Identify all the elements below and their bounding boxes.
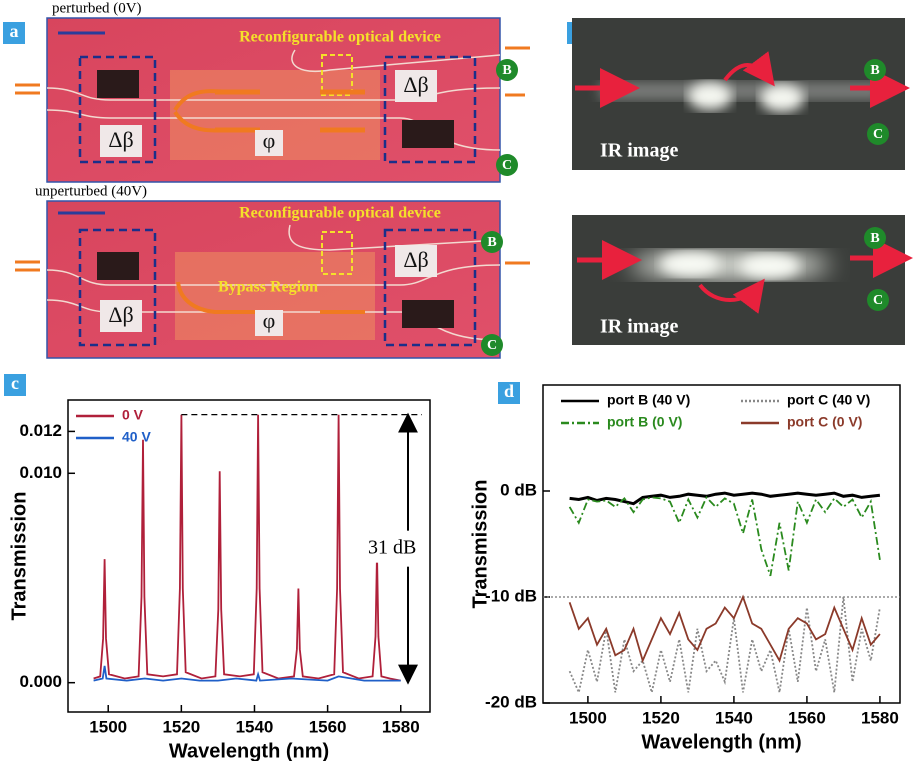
x-tick-label: 1560 [309,717,347,736]
image-label: IR image [600,316,678,338]
port-label: B [870,231,879,246]
series-line [93,665,401,682]
legend-label: 0 V [122,407,144,423]
legend-label: port C (40 V) [787,392,870,408]
panel-label-box [3,22,25,44]
panel-label: d [504,381,514,401]
ir-image-top: IR image B C [572,18,910,170]
x-tick-label: 1520 [162,717,200,736]
x-axis-label: Wavelength (nm) [641,731,801,753]
x-tick-label: 1580 [861,708,899,727]
x-tick-label: 1520 [642,708,680,727]
legend-label: 40 V [122,429,151,445]
delta-beta: Δβ [403,72,428,97]
x-tick-label: 1500 [569,708,607,727]
port-label: C [502,158,512,173]
panel-label: c [11,373,19,393]
series-line [93,414,401,682]
legend-label: port B (0 V) [607,414,682,430]
series-line [568,594,881,664]
port-label: C [873,293,883,308]
y-tick-label: -20 dB [485,692,537,711]
port-label: B [502,63,511,78]
bypass-label: Bypass Region [218,279,318,296]
y-tick-label: 0.010 [19,463,62,482]
legend-label: port C (0 V) [787,414,862,430]
y-axis-label: Transmission [469,480,491,609]
annotation: 31 dB [368,536,416,558]
port-label: B [487,235,496,250]
legend-label: port B (40 V) [607,392,690,408]
port-label: C [873,127,883,142]
y-tick-label: 0.000 [19,672,62,691]
port-label: C [487,338,497,353]
delta-beta: Δβ [403,247,428,272]
image-label: IR image [600,140,678,162]
annotation-bg [366,534,414,563]
plot-frame [542,384,901,704]
series-line [568,596,881,696]
panel-label: a [10,21,19,41]
phase: φ [263,308,276,333]
panel-label-box [4,374,26,396]
y-tick-label: -10 dB [485,586,537,605]
y-axis-label: Transmission [8,492,30,621]
x-axis-label: Wavelength (nm) [169,740,329,761]
plot-frame [67,399,431,713]
port-label: B [870,63,879,78]
ir-image-bottom: IR image B C [572,215,913,345]
delta-beta: Δβ [108,127,133,152]
x-tick-label: 1560 [788,708,826,727]
chip-top: perturbed (0V) Δβ Δβ φ Reconfigurable op… [15,0,530,183]
y-tick-label: 0 dB [500,480,537,499]
phase: φ [263,128,276,153]
chip-bottom: unperturbed (40V) Δβ Δβ φ Reconfigurable… [15,183,530,359]
delta-beta: Δβ [108,302,133,327]
x-tick-label: 1580 [382,717,420,736]
panel-label-box [498,382,520,404]
x-tick-label: 1540 [236,717,274,736]
x-tick-label: 1540 [715,708,753,727]
x-tick-label: 1500 [89,717,127,736]
series-line [568,495,881,577]
device-label: Reconfigurable optical device [239,205,441,222]
y-tick-label: 0.012 [19,421,62,440]
device-label: Reconfigurable optical device [239,29,441,46]
caption: unperturbed (40V) [35,183,147,199]
caption: perturbed (0V) [52,0,142,16]
